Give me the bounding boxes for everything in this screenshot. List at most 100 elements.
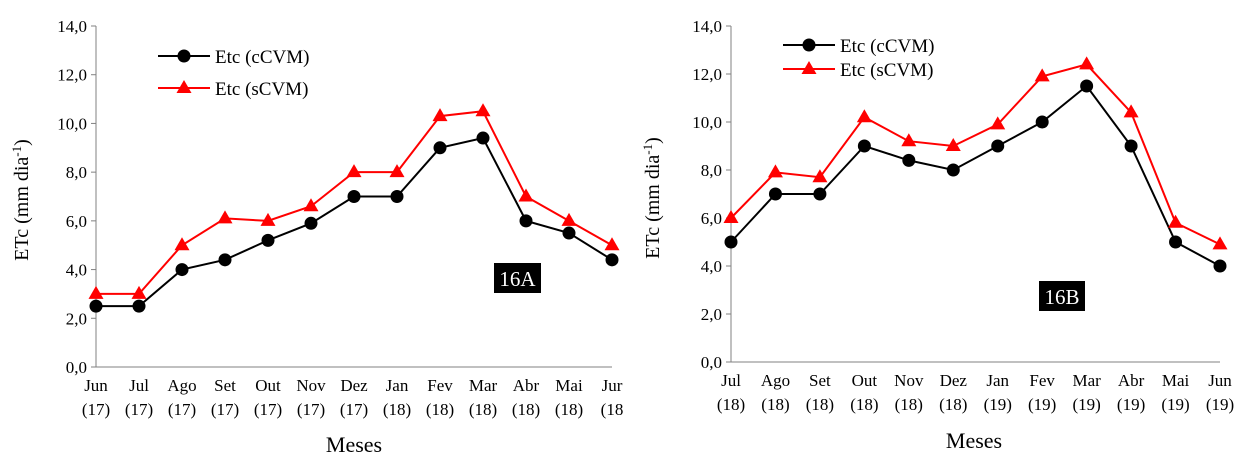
data-point-triangle [174,237,190,251]
x-tick-label-month: Dez [340,376,368,395]
data-point-circle [390,190,404,203]
data-point-triangle [1168,214,1184,228]
panel-label-badge [1039,281,1085,311]
x-tick-label-year: (18) [939,395,967,414]
x-tick-label-month: Set [214,376,236,395]
x-tick-label-month: Jun [1208,371,1232,390]
y-tick-label: 0,0 [66,358,87,377]
panel-label-badge [494,263,541,293]
data-point-triangle [856,109,872,123]
series-line-1 [730,63,1221,246]
x-tick-label-month: Mai [555,376,583,395]
x-tick-label-year: (19) [1206,395,1234,414]
x-tick-label-month: Mar [1072,371,1101,390]
legend-marker-circle [177,49,191,63]
data-point-triangle [1212,236,1228,250]
data-point-triangle [1034,68,1050,82]
data-point-circle [1213,259,1227,273]
x-tick-label-month: Mar [469,376,498,395]
x-tick-label-month: Nov [296,376,326,395]
y-tick-label: 8,0 [701,161,722,180]
x-tick-label-month: Jan [986,371,1009,390]
data-point-circle [1169,235,1183,249]
y-axis-label-sup: -1 [640,144,655,155]
y-tick-label: 14,0 [692,17,722,36]
x-tick-label-month: Jur [602,376,623,395]
panel-label-text: 16B [1044,285,1079,309]
x-tick-label-year: (19) [984,395,1012,414]
data-point-circle [991,139,1005,153]
y-tick-label: 2,0 [701,305,722,324]
data-point-triangle [1079,56,1095,70]
y-axis-label-close: ) [642,137,664,144]
data-point-triangle [604,237,620,251]
legend-marker-triangle [801,61,817,74]
data-point-circle [902,153,916,167]
y-axis-label: ETc (mm dia-1) [9,139,33,261]
x-tick-label-month: Jun [84,376,108,395]
x-tick-label-month: Mai [1162,371,1190,390]
y-tick-label: 6,0 [66,212,87,231]
x-tick-label-year: (17) [254,400,282,419]
data-point-circle [1035,115,1049,129]
y-tick-label: 12,0 [57,66,87,85]
x-tick-label-month: Out [255,376,281,395]
y-tick-label: 14,0 [57,17,87,36]
y-tick-label: 2,0 [66,309,87,328]
data-point-circle [857,139,871,153]
x-tick-label-month: Ago [761,371,790,390]
y-tick-label: 4,0 [701,257,722,276]
x-tick-label-month: Set [809,371,831,390]
data-point-circle [813,187,827,201]
data-point-circle [433,141,447,155]
x-axis-label: Meses [946,428,1002,453]
chart-panel-16a: 0,0 2,0 4,0 6,0 8,0 10,0 12,0 14,0 Jun (17) Jul (17… [9,17,623,457]
y-axis-label-close: ) [11,139,33,146]
x-tick-label-month: Jul [721,371,741,390]
data-point-triangle [260,212,276,226]
data-point-circle [724,235,738,249]
legend-marker-triangle [176,80,192,93]
legend-label: Etc (cCVM) [840,36,934,57]
y-tick-label: 10,0 [692,113,722,132]
x-tick-label-month: Jan [386,376,409,395]
y-axis-label-sup: -1 [9,146,24,157]
x-tick-label-month: Abr [1118,371,1145,390]
data-point-triangle [1123,104,1139,118]
x-tick-label-year: (19) [1028,395,1056,414]
series-line-0 [730,84,1221,267]
data-point-circle [132,299,146,313]
data-point-triangle [389,164,405,178]
data-point-triangle [561,212,577,226]
x-tick-label-month: Fev [1029,371,1055,390]
data-point-triangle [88,285,104,299]
data-point-circle [476,131,490,145]
x-tick-label-month: Fev [427,376,453,395]
x-tick-label-year: (19) [1072,395,1100,414]
data-point-triangle [812,169,828,183]
data-point-triangle [432,108,448,122]
x-tick-label-year: (18) [717,395,745,414]
x-tick-label-year: (17) [211,400,239,419]
x-tick-label-month: Out [852,371,878,390]
y-tick-label: 8,0 [66,163,87,182]
x-tick-label-year: (17) [297,400,325,419]
x-tick-label-year: (17) [82,400,110,419]
legend-label: Etc (cCVM) [215,47,309,68]
data-point-triangle [518,188,534,202]
x-tick-label-year: (18) [806,395,834,414]
x-tick-label-month: Abr [513,376,540,395]
y-tick-label: 12,0 [692,65,722,84]
data-point-triangle [990,116,1006,130]
data-point-circle [347,190,361,203]
x-tick-label-year: (18) [555,400,583,419]
data-point-circle [261,233,275,247]
x-tick-label-year: (18 [601,400,624,419]
data-point-triangle [767,164,783,178]
x-tick-label-month: Ago [167,376,196,395]
data-point-circle [519,214,533,228]
x-tick-label-year: (18) [850,395,878,414]
y-tick-label: 6,0 [701,209,722,228]
x-tick-label-year: (18) [426,400,454,419]
